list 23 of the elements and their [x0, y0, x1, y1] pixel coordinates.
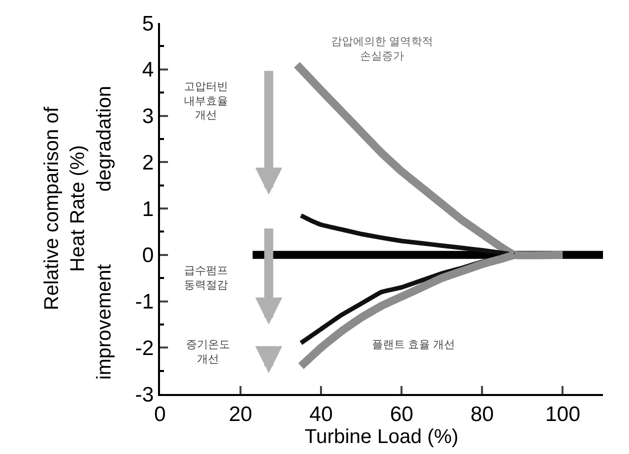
y-tick-label: 1 — [142, 198, 154, 221]
y-axis-title: Relative comparison of Heat Rate (%) — [41, 106, 90, 310]
annotation: 급수펌프 동력절감 — [184, 265, 228, 292]
annotation: 감압에의한 열역학적 손실증가 — [331, 36, 434, 62]
annotation: 증기온도 개선 — [186, 339, 230, 366]
y-tick-label: 0 — [142, 244, 154, 268]
x-tick-label: 20 — [228, 403, 252, 426]
y-tick-label: 3 — [142, 105, 154, 128]
annotation: 고압터빈 내부효율 개선 — [184, 81, 228, 122]
y-tick-label: 2 — [142, 151, 154, 174]
y-tick-label: -3 — [135, 383, 154, 406]
text: improvement — [94, 264, 116, 380]
x-axis-title: Turbine Load (%) — [304, 426, 458, 448]
x-tick-label: 80 — [470, 403, 494, 426]
x-tick-label: 40 — [309, 403, 333, 426]
text: degradation — [94, 86, 116, 192]
y-tick-label: 5 — [142, 12, 154, 36]
y-tick-label: 4 — [142, 58, 154, 82]
y-tick-label: -1 — [135, 290, 154, 314]
annotation: 플랜트 효율 개선 — [372, 339, 456, 351]
x-tick-label: 60 — [390, 403, 414, 426]
y-tick-label: -2 — [135, 336, 154, 360]
x-tick-label: 100 — [545, 403, 580, 426]
